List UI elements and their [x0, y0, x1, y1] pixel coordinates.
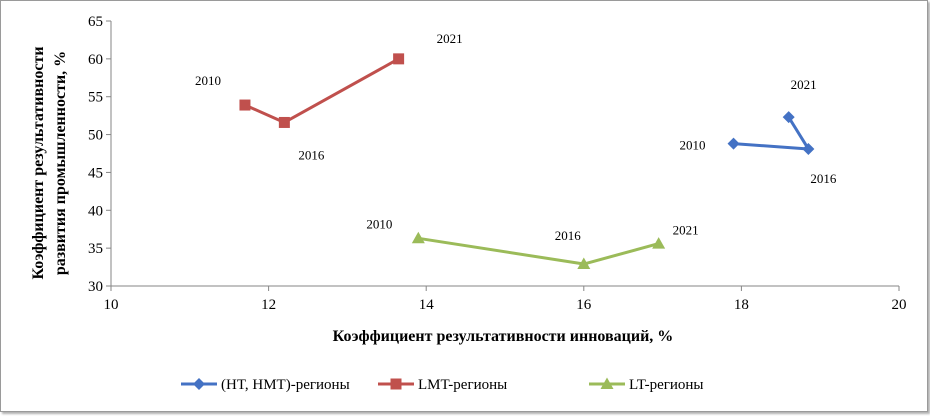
- y-tick-label: 50: [88, 128, 103, 144]
- data-point: [239, 99, 251, 111]
- point-label: 2016: [298, 147, 325, 162]
- data-point: [393, 53, 405, 65]
- data-point: [278, 116, 290, 128]
- x-tick-labels: 10 12 14 16 18 20: [104, 297, 907, 313]
- y-tick-label: 60: [88, 52, 103, 68]
- series-1: [727, 111, 815, 155]
- y-tick-labels: 30 35 40 45 50 55 60 65: [88, 14, 103, 295]
- x-tick-label: 16: [576, 297, 592, 313]
- data-point: [727, 137, 740, 150]
- y-tick-label: 45: [88, 165, 103, 181]
- axes: [106, 20, 900, 291]
- point-label: 2021: [673, 223, 699, 238]
- y-tick-label: 30: [88, 279, 103, 295]
- data-point: [652, 237, 666, 249]
- legend-marker: [390, 378, 402, 390]
- point-label: 2016: [810, 171, 837, 186]
- series-line: [733, 116, 810, 151]
- series-2: [239, 53, 405, 128]
- legend-label: LT-регионы: [629, 377, 704, 393]
- data-point: [802, 142, 815, 155]
- y-tick-label: 55: [88, 90, 103, 106]
- x-tick-label: 20: [892, 297, 907, 313]
- data-point: [411, 231, 425, 244]
- series-line: [244, 57, 400, 124]
- legend: (HT, HMT)-регионы LMT-регионы LT-регионы: [181, 377, 704, 393]
- x-tick-label: 12: [261, 297, 276, 313]
- legend-item-2: LMT-регионы: [378, 377, 507, 393]
- y-axis-title: Коэффициент результативности развития пр…: [30, 46, 69, 279]
- y-axis-title-line-1: Коэффициент результативности: [30, 46, 47, 279]
- point-label: 2010: [366, 216, 392, 231]
- x-tick-label: 18: [734, 297, 749, 313]
- point-label: 2021: [437, 31, 463, 46]
- point-label: 2010: [680, 138, 706, 153]
- legend-label: LMT-регионы: [418, 377, 507, 393]
- data-point: [577, 257, 591, 270]
- point-labels-group: 2010 2016 2021 2010 2016 2021 2010 2016 2021: [195, 31, 837, 243]
- x-tick-label: 10: [104, 297, 119, 313]
- series-group: [239, 53, 815, 270]
- series-line: [418, 236, 660, 266]
- x-tick-label: 14: [419, 297, 435, 313]
- x-axis-title: Коэффициент результативности инноваций, …: [333, 328, 674, 345]
- data-point: [782, 111, 795, 124]
- legend-item-1: (HT, HMT)-регионы: [181, 377, 350, 393]
- series-3: [411, 231, 666, 270]
- legend-item-3: LT-регионы: [589, 377, 704, 393]
- point-label: 2021: [791, 77, 817, 92]
- y-tick-label: 35: [88, 241, 103, 257]
- legend-marker: [600, 377, 614, 389]
- legend-label: (HT, HMT)-регионы: [221, 377, 350, 393]
- point-label: 2016: [555, 228, 582, 243]
- point-label: 2010: [195, 73, 221, 88]
- y-tick-label: 65: [88, 14, 103, 30]
- y-tick-label: 40: [88, 203, 103, 219]
- legend-marker: [193, 378, 205, 390]
- y-axis-title-line-2: развития промышленности, %: [52, 51, 69, 275]
